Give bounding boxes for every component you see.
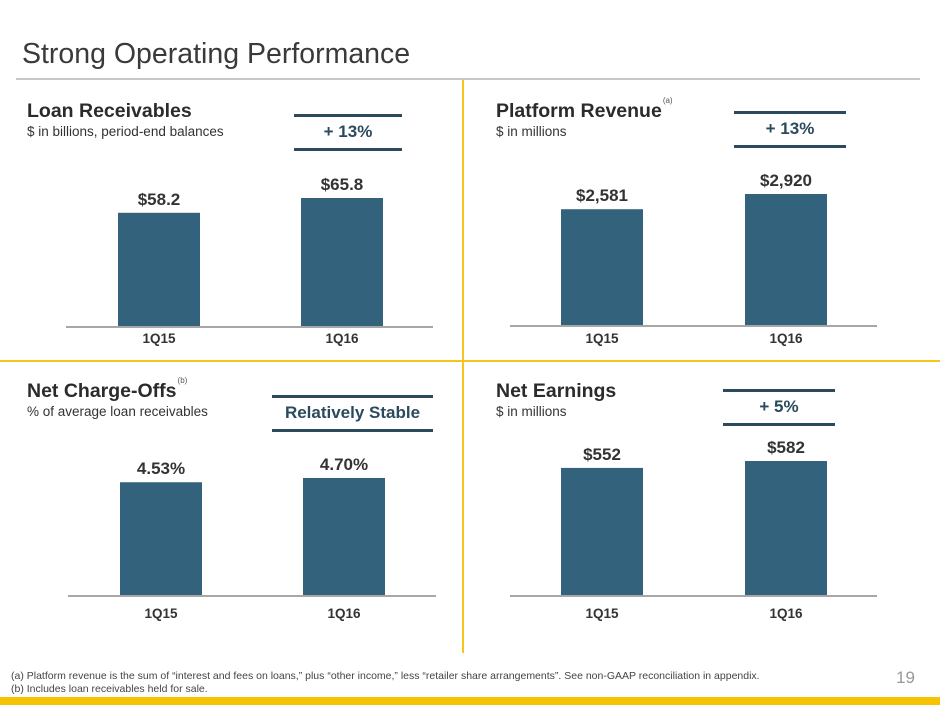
value-label: 4.70% xyxy=(320,455,368,474)
bar-1q16 xyxy=(745,461,827,595)
value-label: $2,920 xyxy=(760,171,812,190)
value-label: $2,581 xyxy=(576,186,628,205)
callout-text: Relatively Stable xyxy=(284,403,421,422)
callout-text: + 13% xyxy=(765,119,815,138)
category-label: 1Q15 xyxy=(585,331,619,346)
footnote-ref-b: (b) xyxy=(177,376,188,385)
callout-text: + 13% xyxy=(323,122,373,141)
platform-revenue-subtitle: $ in millions xyxy=(496,124,567,139)
net-charge-offs-subtitle: % of average loan receivables xyxy=(27,404,208,419)
callout-text: + 5% xyxy=(759,397,799,416)
bar-1q15 xyxy=(561,467,643,595)
bottom-accent-bar xyxy=(0,697,940,705)
footnote-a: (a) Platform revenue is the sum of “inte… xyxy=(11,670,760,682)
slide-title: Strong Operating Performance xyxy=(22,38,411,70)
loan-receivables-growth-callout: + 13% xyxy=(294,114,402,151)
category-label: 1Q16 xyxy=(769,331,803,346)
category-label: 1Q15 xyxy=(585,606,619,621)
net-earnings-subtitle: $ in millions xyxy=(496,404,567,419)
callout-bottom-rule xyxy=(294,148,402,151)
bar-1q15 xyxy=(120,482,202,595)
bar-1q16 xyxy=(303,478,385,595)
callout-bottom-rule xyxy=(272,429,433,432)
category-label: 1Q16 xyxy=(769,606,803,621)
callout-top-rule xyxy=(272,395,433,398)
title-rule xyxy=(16,78,920,80)
category-label: 1Q15 xyxy=(142,331,176,346)
value-label: $58.2 xyxy=(138,190,181,209)
panel-title-text: Net Earnings xyxy=(496,380,617,402)
net-charge-offs-callout: Relatively Stable xyxy=(272,395,433,432)
callout-bottom-rule xyxy=(723,423,835,426)
value-label: $582 xyxy=(767,438,805,457)
value-label: 4.53% xyxy=(137,459,185,478)
value-label: $552 xyxy=(583,445,621,464)
callout-bottom-rule xyxy=(734,145,846,148)
callout-top-rule xyxy=(734,111,846,114)
callout-top-rule xyxy=(294,114,402,117)
bar-1q16 xyxy=(301,198,383,326)
horizontal-divider xyxy=(0,360,940,362)
platform-revenue-growth-callout: + 13% xyxy=(734,111,846,148)
panel-title-text: Loan Receivables xyxy=(27,100,192,122)
callout-top-rule xyxy=(723,389,835,392)
loan-receivables-title: Loan Receivables xyxy=(27,100,192,123)
platform-revenue-title: Platform Revenue(a) xyxy=(496,96,673,123)
category-label: 1Q15 xyxy=(144,606,178,621)
net-earnings-growth-callout: + 5% xyxy=(723,389,835,426)
panel-title-text: Net Charge-Offs xyxy=(27,380,177,402)
category-label: 1Q16 xyxy=(325,331,359,346)
value-label: $65.8 xyxy=(321,175,364,194)
bar-1q15 xyxy=(118,212,200,326)
footnote-b: (b) Includes loan receivables held for s… xyxy=(11,683,208,695)
vertical-divider xyxy=(462,80,464,653)
net-earnings-title: Net Earnings xyxy=(496,380,616,403)
category-label: 1Q16 xyxy=(327,606,361,621)
net-charge-offs-title: Net Charge-Offs(b) xyxy=(27,376,187,403)
footnote-ref-a: (a) xyxy=(662,96,673,105)
bar-1q15 xyxy=(561,209,643,325)
panel-title-text: Platform Revenue xyxy=(496,100,662,122)
page-number: 19 xyxy=(896,668,915,687)
loan-receivables-subtitle: $ in billions, period-end balances xyxy=(27,124,224,139)
bar-1q16 xyxy=(745,194,827,325)
footnotes: (a) Platform revenue is the sum of “inte… xyxy=(11,670,760,696)
